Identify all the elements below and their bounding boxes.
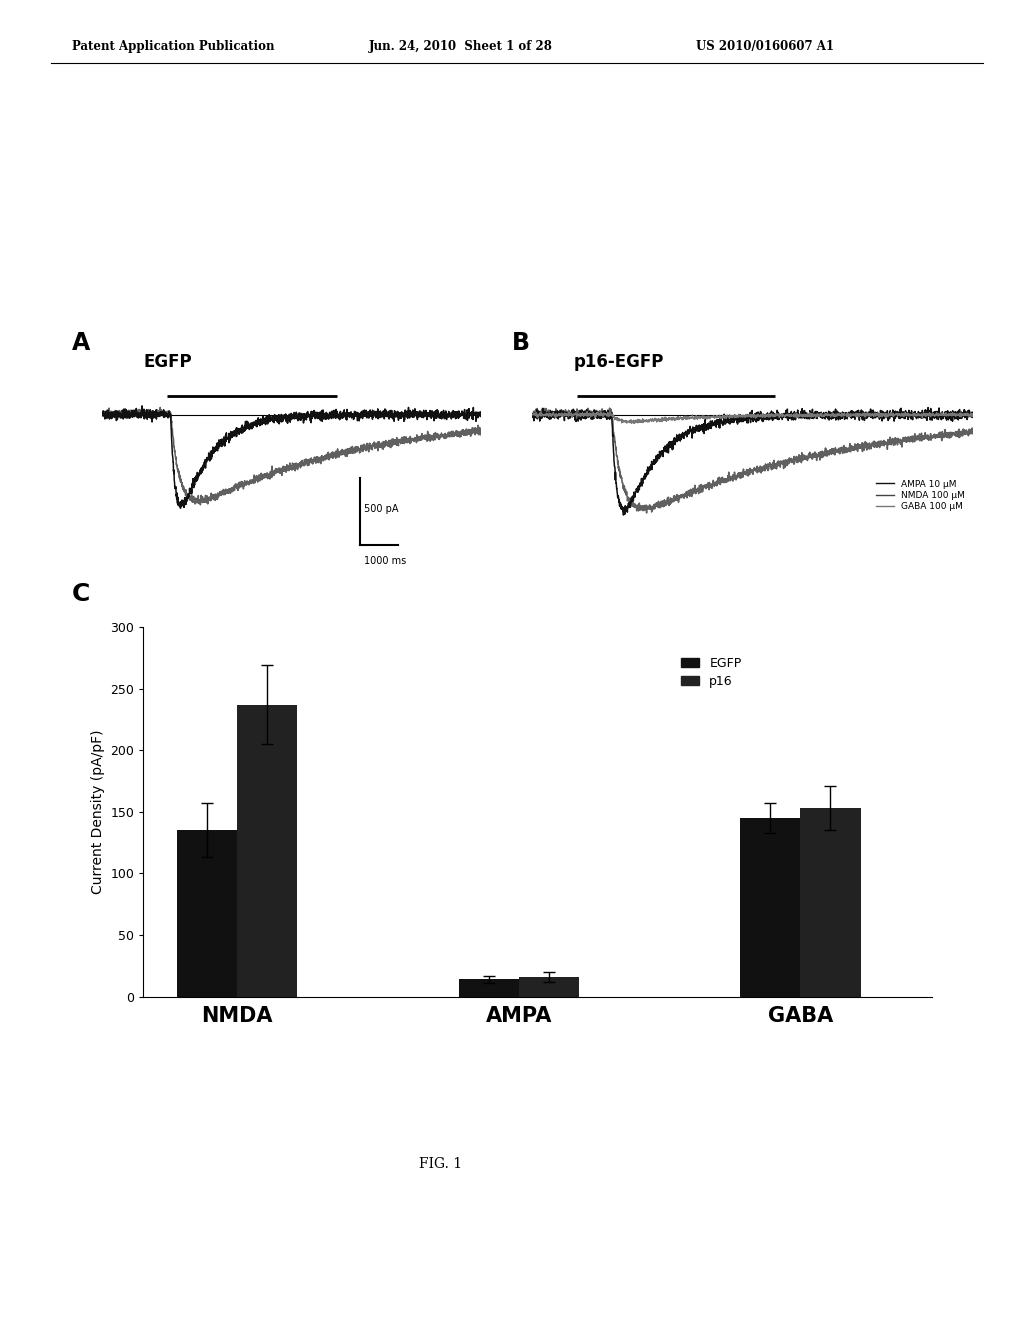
Text: Patent Application Publication: Patent Application Publication bbox=[72, 40, 274, 53]
Text: FIG. 1: FIG. 1 bbox=[419, 1158, 462, 1171]
Y-axis label: Current Density (pA/pF): Current Density (pA/pF) bbox=[91, 730, 104, 894]
Text: C: C bbox=[72, 582, 90, 606]
Bar bbox=[459, 979, 519, 997]
Bar bbox=[740, 818, 801, 997]
Legend: AMPA 10 μM, NMDA 100 μM, GABA 100 μM: AMPA 10 μM, NMDA 100 μM, GABA 100 μM bbox=[871, 477, 969, 515]
Bar bbox=[238, 705, 297, 997]
Bar bbox=[177, 830, 238, 997]
Legend: EGFP, p16: EGFP, p16 bbox=[676, 652, 746, 693]
Text: Jun. 24, 2010  Sheet 1 of 28: Jun. 24, 2010 Sheet 1 of 28 bbox=[369, 40, 553, 53]
Text: 1000 ms: 1000 ms bbox=[364, 556, 407, 565]
Text: B: B bbox=[512, 331, 530, 355]
Text: p16-EGFP: p16-EGFP bbox=[573, 352, 664, 371]
Text: 500 pA: 500 pA bbox=[364, 504, 398, 513]
Bar bbox=[801, 808, 860, 997]
Text: EGFP: EGFP bbox=[143, 352, 191, 371]
Text: US 2010/0160607 A1: US 2010/0160607 A1 bbox=[696, 40, 835, 53]
Bar bbox=[519, 977, 579, 997]
Text: A: A bbox=[72, 331, 90, 355]
